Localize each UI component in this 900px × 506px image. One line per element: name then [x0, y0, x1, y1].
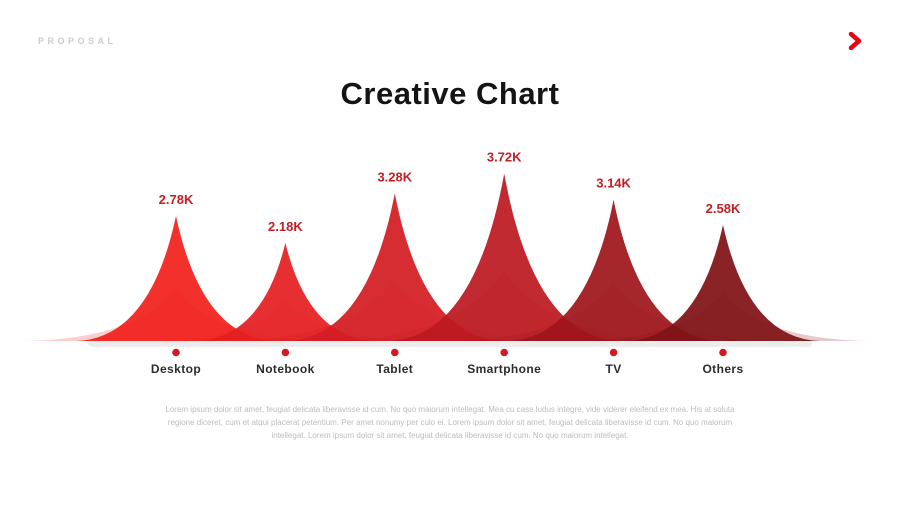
category-label: Smartphone — [467, 362, 541, 376]
peak-shape[interactable] — [388, 173, 620, 341]
value-label: 3.14K — [596, 176, 631, 191]
baseline-bar — [88, 340, 812, 347]
chevron-right-icon — [848, 32, 862, 50]
peak-shape[interactable] — [626, 224, 820, 341]
axis-dot — [500, 348, 509, 357]
axis-dot — [609, 348, 618, 357]
peak-shape[interactable] — [75, 215, 277, 341]
value-label: 2.58K — [706, 201, 741, 216]
category-label: Desktop — [151, 362, 201, 376]
proposal-eyebrow-label: PROPOSAL — [38, 36, 117, 46]
peak-shape[interactable] — [286, 193, 503, 341]
body-text: Lorem ipsum dolor sit amet, feugiat deli… — [165, 405, 735, 441]
value-label: 2.18K — [268, 219, 303, 234]
peak-shape[interactable] — [195, 242, 376, 341]
page-title: Creative Chart — [340, 76, 560, 111]
category-label: Tablet — [376, 362, 413, 376]
axis-dot — [281, 348, 290, 357]
next-arrow-button[interactable] — [844, 30, 866, 52]
category-label: Others — [702, 362, 743, 376]
value-label: 3.72K — [487, 150, 522, 165]
category-label: TV — [606, 362, 622, 376]
value-label: 3.28K — [377, 169, 412, 184]
value-label: 2.78K — [159, 192, 194, 207]
axis-dot — [719, 348, 727, 357]
peak-shape[interactable] — [507, 199, 720, 341]
triangle-peak-chart: 2.78K Desktop 2.18K Notebook 3.28K Tablet 3.72… — [20, 150, 874, 376]
category-label: Notebook — [256, 362, 315, 376]
axis-dot — [172, 348, 180, 357]
axis-dot — [391, 348, 399, 357]
